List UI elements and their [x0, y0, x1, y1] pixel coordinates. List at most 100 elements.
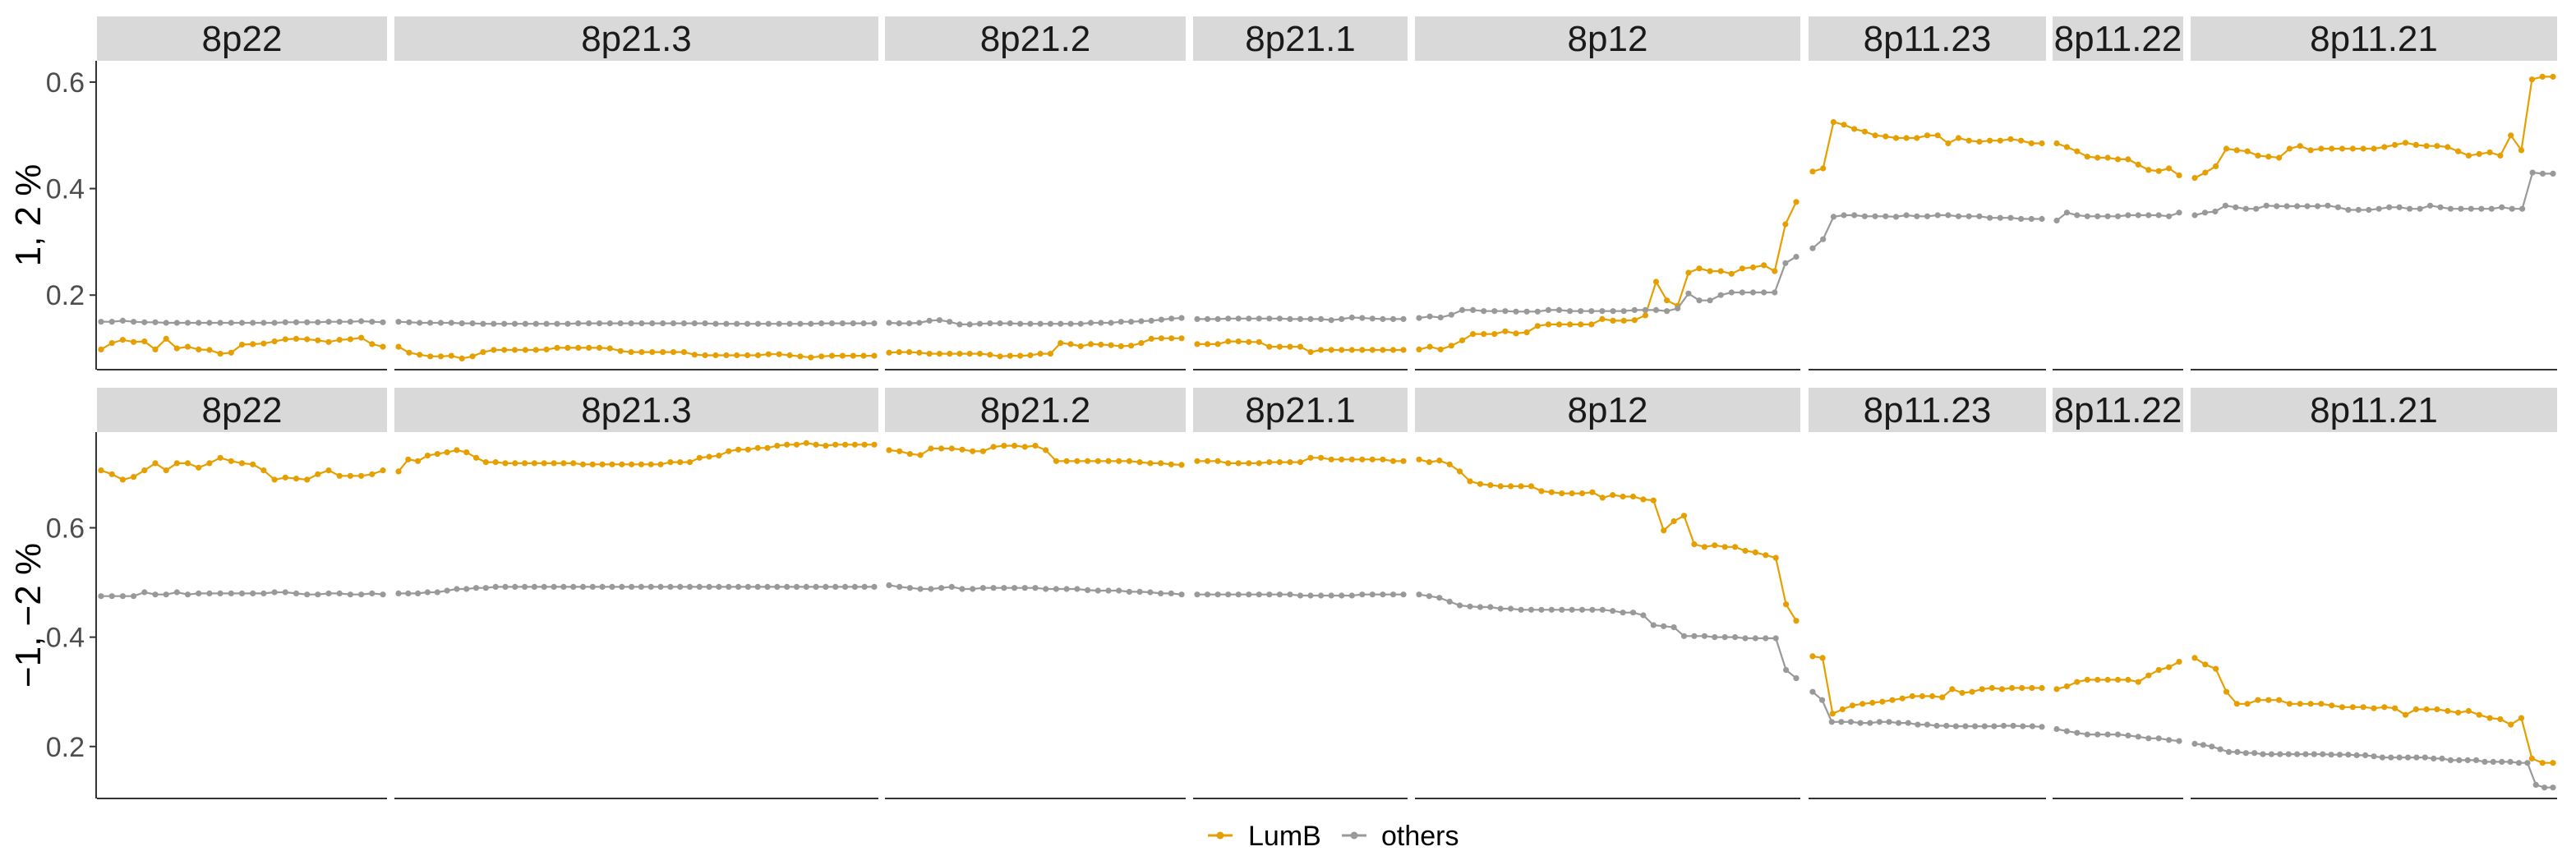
data-point-lumb — [1707, 268, 1713, 274]
data-point-lumb — [928, 445, 934, 452]
data-point-others — [2200, 742, 2206, 748]
data-point-lumb — [628, 349, 634, 356]
data-point-lumb — [1892, 135, 1900, 141]
data-point-lumb — [1664, 297, 1670, 304]
data-point-others — [1610, 308, 1616, 315]
data-point-others — [1952, 723, 1959, 729]
data-point-lumb — [723, 352, 730, 359]
data-point-others — [2084, 731, 2090, 738]
facet-label-8p11-21: 8p11.21 — [2310, 390, 2438, 430]
data-point-lumb — [2508, 132, 2514, 139]
data-point-others — [98, 319, 104, 325]
data-point-lumb — [1043, 447, 1049, 453]
data-point-lumb — [2135, 679, 2141, 685]
facet-label-8p21-1: 8p21.1 — [1245, 19, 1356, 59]
data-point-others — [2114, 213, 2122, 219]
data-point-others — [1328, 317, 1334, 324]
data-point-lumb — [1783, 601, 1790, 608]
data-point-others — [970, 586, 976, 592]
data-point-others — [522, 320, 529, 327]
data-point-others — [1559, 606, 1565, 613]
data-point-lumb — [2465, 152, 2472, 159]
data-point-others — [1752, 635, 1758, 642]
data-point-lumb — [1318, 454, 1325, 461]
data-point-others — [1448, 311, 1454, 318]
data-point-others — [2509, 205, 2515, 212]
data-point-others — [2355, 206, 2362, 214]
data-point-lumb — [619, 461, 625, 467]
data-point-lumb — [1534, 323, 1541, 329]
data-point-others — [2285, 751, 2292, 757]
data-point-others — [677, 583, 684, 591]
y-tick-label: 0.2 — [46, 732, 85, 763]
data-point-lumb — [1128, 343, 1135, 349]
data-point-others — [997, 320, 1003, 327]
data-point-others — [1772, 635, 1779, 642]
data-point-lumb — [1841, 122, 1847, 128]
data-point-lumb — [1194, 458, 1200, 464]
data-point-lumb — [325, 338, 332, 345]
data-point-others — [2010, 722, 2016, 729]
data-point-lumb — [754, 444, 761, 451]
data-point-lumb — [358, 472, 365, 479]
data-point-others — [979, 585, 986, 591]
data-point-lumb — [369, 341, 376, 347]
data-point-others — [2426, 202, 2434, 209]
data-point-others — [1599, 308, 1606, 315]
facet-label-8p22: 8p22 — [202, 390, 283, 430]
data-point-others — [315, 319, 321, 325]
data-point-others — [1467, 603, 1473, 610]
data-point-lumb — [491, 347, 497, 353]
data-point-lumb — [1849, 702, 1856, 709]
data-point-others — [163, 591, 169, 598]
data-point-others — [2191, 212, 2198, 219]
data-point-lumb — [2176, 172, 2182, 178]
data-point-lumb — [336, 472, 343, 479]
data-point-others — [928, 586, 934, 592]
data-point-others — [2320, 751, 2326, 757]
data-point-lumb — [1728, 270, 1735, 277]
data-point-lumb — [1136, 459, 1143, 466]
data-point-lumb — [560, 460, 567, 467]
data-point-lumb — [2191, 655, 2198, 661]
data-point-lumb — [565, 344, 571, 351]
data-point-lumb — [2445, 707, 2451, 715]
data-point-others — [744, 583, 752, 591]
data-point-lumb — [228, 458, 234, 464]
data-point-lumb — [2029, 684, 2035, 692]
data-point-others — [1675, 305, 1681, 311]
data-point-lumb — [1276, 343, 1283, 350]
data-point-lumb — [2402, 711, 2409, 718]
data-point-lumb — [948, 445, 955, 452]
data-point-others — [217, 590, 223, 597]
data-point-lumb — [131, 338, 137, 345]
data-point-lumb — [271, 476, 278, 483]
data-point-lumb — [1559, 490, 1565, 497]
data-point-others — [2222, 202, 2228, 209]
data-point-lumb — [2135, 161, 2141, 168]
data-point-others — [2550, 784, 2556, 791]
data-point-lumb — [1642, 312, 1648, 319]
data-point-lumb — [282, 336, 288, 343]
data-point-others — [2135, 734, 2141, 740]
data-point-lumb — [1899, 695, 1906, 702]
data-point-lumb — [217, 351, 223, 357]
data-point-others — [1933, 722, 1940, 729]
data-point-lumb — [1793, 618, 1800, 624]
data-point-others — [691, 320, 698, 327]
data-point-others — [1178, 315, 1185, 321]
data-point-others — [1235, 591, 1242, 598]
data-point-others — [1828, 719, 1835, 725]
data-point-others — [2302, 751, 2309, 757]
data-point-others — [956, 321, 963, 328]
facet-strip-8p12 — [1415, 388, 1800, 432]
data-point-lumb — [173, 460, 180, 467]
data-point-lumb — [1680, 513, 1688, 519]
data-point-lumb — [163, 467, 169, 474]
data-point-others — [119, 317, 126, 324]
data-point-others — [1235, 315, 1242, 322]
data-point-lumb — [1246, 338, 1252, 345]
data-point-others — [657, 583, 664, 591]
data-point-others — [1416, 315, 1422, 321]
data-point-lumb — [304, 476, 311, 483]
